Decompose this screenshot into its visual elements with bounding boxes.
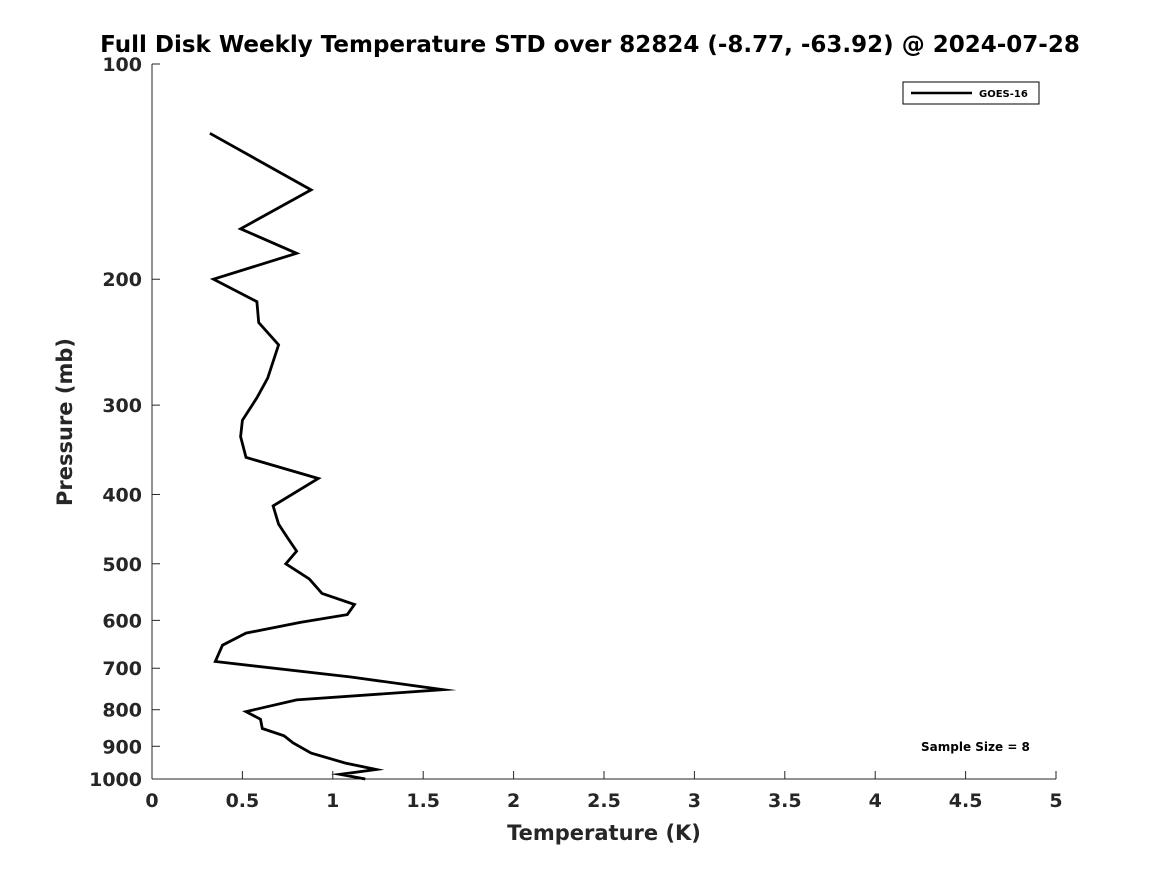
x-tick-label: 0 <box>145 790 158 812</box>
x-tick-label: 1.5 <box>406 790 440 812</box>
y-tick-label: 300 <box>102 395 142 417</box>
y-axis-ticks: 100 200 300 400 500 600 700 800 900 1000 <box>89 54 160 791</box>
x-tick-label: 5 <box>1049 790 1062 812</box>
y-tick-label: 800 <box>102 700 142 722</box>
y-tick-label: 100 <box>102 54 142 76</box>
y-axis-label: Pressure (mb) <box>53 338 77 506</box>
y-tick-label: 400 <box>102 484 142 506</box>
x-tick-label: 4 <box>869 790 882 812</box>
series-layer <box>209 132 457 781</box>
legend: GOES-16 <box>902 81 1040 105</box>
x-tick-label: 1 <box>326 790 339 812</box>
sample-size-annotation: Sample Size = 8 <box>921 740 1030 754</box>
legend-entry-label: GOES-16 <box>979 89 1028 100</box>
x-tick-label: 2.5 <box>587 790 621 812</box>
y-tick-label: 700 <box>102 658 142 680</box>
x-axis-ticks: 0 0.5 1 1.5 2 2.5 3 3.5 4 4.5 5 <box>145 771 1063 812</box>
x-tick-label: 3.5 <box>768 790 802 812</box>
x-tick-label: 0.5 <box>226 790 260 812</box>
y-tick-label: 200 <box>102 269 142 291</box>
chart-title: Full Disk Weekly Temperature STD over 82… <box>100 32 1080 58</box>
series-line-goes-16 <box>209 132 457 781</box>
y-tick-label: 600 <box>102 610 142 632</box>
x-axis-label: Temperature (K) <box>507 821 701 845</box>
x-tick-label: 2 <box>507 790 520 812</box>
y-tick-label: 500 <box>102 554 142 576</box>
y-tick-label: 900 <box>102 736 142 758</box>
y-tick-label: 1000 <box>89 769 142 791</box>
x-tick-label: 4.5 <box>949 790 983 812</box>
x-tick-label: 3 <box>688 790 701 812</box>
